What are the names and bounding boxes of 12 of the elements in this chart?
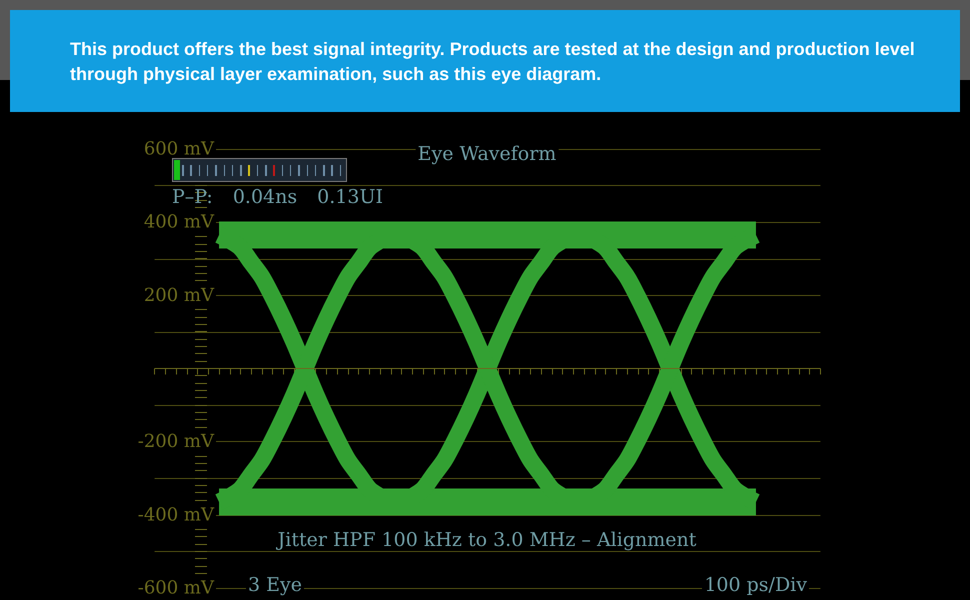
chart-title: Eye Waveform	[416, 143, 558, 165]
text: This product offers the best signal integrity. Products are tested at the design and production level through physical layer examination, such as this eye diagram.	[70, 38, 916, 86]
y-tick-label: -200 mV	[138, 431, 215, 452]
y-tick-label: 400 mV	[144, 212, 215, 233]
y-tick-label: 600 mV	[144, 138, 215, 160]
y-tick-label: -600 mV	[138, 578, 215, 598]
annotation: Jitter HPF 100 kHz to 3.0 MHz – Alignment	[278, 529, 696, 551]
y-tick-label: -400 mV	[138, 504, 215, 526]
y-tick-label: 200 mV	[144, 284, 215, 306]
annotation: 3 Eye	[246, 574, 304, 596]
annotation: 100 ps/Div	[702, 574, 809, 596]
annotation: P–P: 0.04ns 0.13UI	[172, 186, 383, 208]
